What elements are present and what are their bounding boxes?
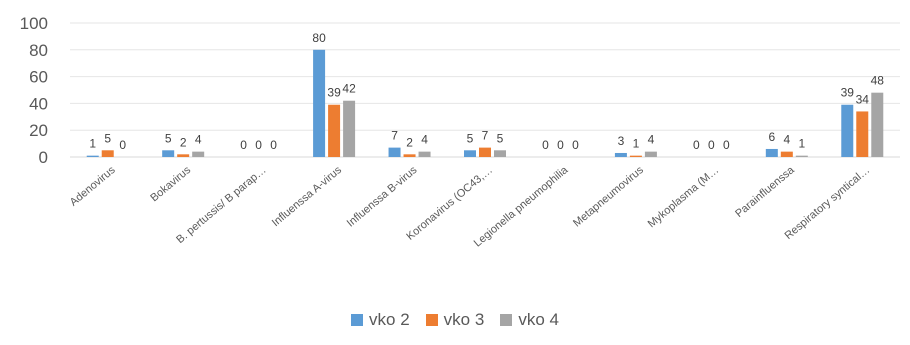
bar [403,154,416,157]
data-label: 1 [633,137,640,151]
legend-swatch [425,314,438,326]
legend-label: vko 2 [369,310,410,329]
bar [614,152,627,157]
data-label: 5 [104,131,111,145]
data-label: 2 [406,135,413,149]
data-label: 4 [195,133,202,147]
category-label: Bokavirus [148,164,193,205]
y-tick-label: 20 [29,121,48,140]
bar [192,151,205,157]
bar [464,150,476,157]
data-label: 5 [497,131,504,145]
data-label: 1 [89,137,96,151]
data-label: 0 [708,138,715,152]
bar [388,147,401,157]
data-label: 4 [421,133,428,147]
category-label: Influenssa A-virus [270,164,345,229]
y-tick-label: 0 [39,148,48,167]
bar [101,150,114,157]
data-label: 39 [327,86,341,100]
bar [418,151,431,157]
y-tick-label: 100 [20,14,48,33]
bar [343,100,356,157]
data-label: 48 [871,74,885,88]
category-label: Koronavirus (OC43,… [404,164,495,243]
data-label: 6 [768,130,775,144]
data-label: 7 [482,129,489,143]
y-tick-label: 40 [29,94,48,113]
data-label: 0 [255,138,262,152]
category-label: Influenssa B-virus [345,164,420,230]
bar [313,49,326,157]
bar [765,148,778,157]
bar [780,151,793,157]
legend-item: vko 4 [500,310,559,330]
bar [177,154,190,157]
bar [479,147,491,157]
data-label: 34 [856,92,870,106]
category-label: Respiratory syntical… [783,164,873,242]
data-label: 0 [572,138,579,152]
data-label: 0 [557,138,564,152]
bar [644,151,657,157]
data-label: 80 [312,31,326,45]
data-label: 0 [723,138,730,152]
bar [629,155,642,157]
data-label: 4 [648,133,655,147]
legend-item: vko 3 [425,310,485,330]
bar [86,155,99,157]
category-label: Mykoplasma (M… [646,164,722,230]
bar [841,104,854,157]
bar [856,111,869,157]
legend-label: vko 4 [518,310,559,329]
data-label: 7 [391,129,398,143]
category-label: Metapneumovirus [571,164,646,230]
bar [328,104,341,157]
bar [494,150,506,157]
data-label: 0 [119,138,126,152]
legend-item: vko 2 [351,310,410,330]
data-label: 0 [240,138,247,152]
data-label: 5 [467,131,474,145]
bar [795,155,808,157]
data-label: 0 [542,138,549,152]
legend-swatch [500,314,513,326]
data-label: 42 [342,82,356,96]
legend-swatch [351,314,364,326]
bar [871,92,884,157]
category-label: Adenovirus [68,164,118,209]
chart-legend: vko 2 vko 3 vko 4 [0,310,910,330]
data-label: 1 [798,137,805,151]
y-tick-label: 60 [29,68,48,87]
bar [162,150,175,157]
data-label: 0 [693,138,700,152]
data-label: 2 [180,135,187,149]
category-label: Parainfluenssa [733,164,797,221]
data-label: 5 [165,131,172,145]
legend-label: vko 3 [443,310,485,329]
data-label: 0 [270,138,277,152]
data-label: 4 [783,133,790,147]
data-label: 39 [841,86,855,100]
data-label: 3 [618,134,625,148]
y-tick-label: 80 [29,41,48,60]
